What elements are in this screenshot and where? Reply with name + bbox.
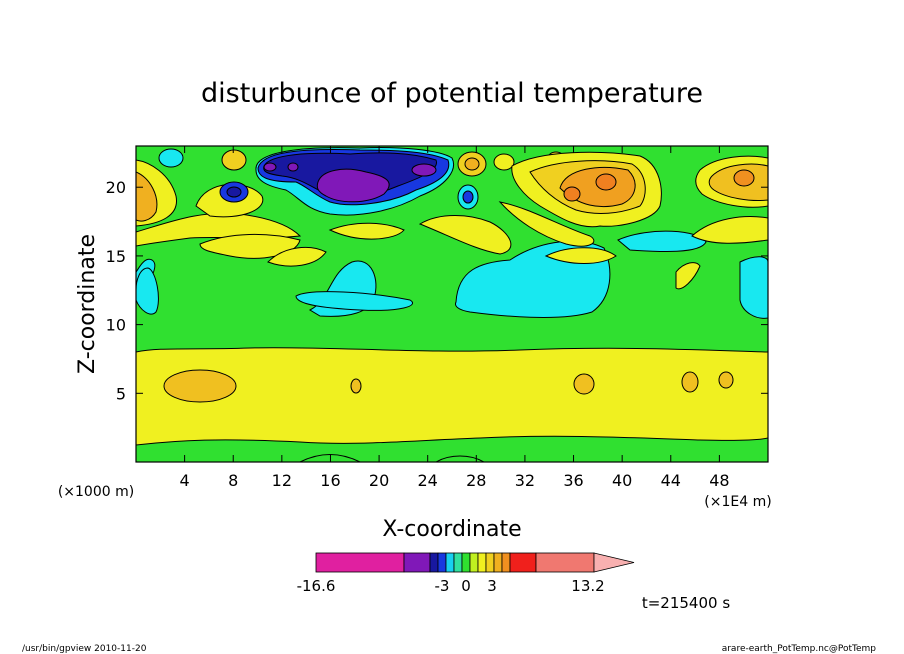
- yellow-layer: [691, 216, 768, 244]
- colorbar-labels: -16.6 -3 0 3 13.2: [297, 577, 605, 595]
- x-unit-right-label: (×1E4 m): [704, 494, 771, 510]
- colorbar-segment: [453, 552, 463, 573]
- colorbar-segment: [493, 552, 503, 573]
- orange-blob: [681, 371, 699, 393]
- yellow-layer: [498, 201, 595, 247]
- orange-blob: [163, 369, 237, 403]
- x-tick-label: 8: [228, 471, 238, 490]
- plot-frame: [135, 145, 769, 463]
- purple-core: [287, 162, 299, 172]
- x-tick-label: 32: [515, 471, 535, 490]
- colorbar-segment: [461, 552, 471, 573]
- orange-blob: [464, 157, 480, 171]
- colorbar-label: 0: [461, 577, 471, 595]
- footer-right: arare-earth_PotTemp.nc@PotTemp: [722, 644, 877, 654]
- colorbar-segment: [485, 552, 495, 573]
- chart-title: disturbunce of potential temperature: [201, 78, 703, 109]
- x-tick-label: 16: [320, 471, 340, 490]
- colorbar-segment: [437, 552, 447, 573]
- yellow-band: [136, 347, 768, 462]
- darkblue-blob: [226, 186, 242, 198]
- y-axis-title: Z-coordinate: [75, 234, 100, 374]
- x-tick-label: 24: [418, 471, 438, 490]
- x-unit-left-label: (×1000 m): [58, 484, 134, 500]
- cyan-region: [136, 267, 159, 315]
- cyan-blob: [158, 148, 184, 168]
- darkorange-core: [733, 169, 755, 187]
- yellow-layer: [418, 215, 512, 255]
- colorbar-segment: [445, 552, 455, 573]
- y-tick-label: 10: [106, 316, 126, 335]
- time-label: t=215400 s: [642, 594, 730, 612]
- purple-core: [316, 168, 390, 203]
- colorbar-label: 3: [487, 577, 497, 595]
- purple-core: [263, 162, 277, 172]
- x-tick-label: 48: [709, 471, 729, 490]
- cyan-region: [739, 256, 768, 319]
- x-tick-label: 36: [563, 471, 583, 490]
- colorbar-segment: [403, 552, 431, 573]
- orange-blob: [350, 378, 362, 394]
- colorbar-segment: [315, 552, 405, 573]
- colorbar-segment: [509, 552, 537, 573]
- y-tick-label: 5: [116, 384, 126, 403]
- x-axis: 4 8 12 16 20 24 28 32 36 40 44 48: [180, 146, 730, 490]
- x-tick-label: 28: [466, 471, 486, 490]
- colorbar-segment: [429, 552, 439, 573]
- contour-field: [136, 146, 768, 462]
- colorbar-segment: [535, 552, 595, 573]
- y-tick-label: 20: [106, 178, 126, 197]
- yellow-blob: [493, 153, 515, 171]
- yellow-layer: [267, 246, 327, 267]
- darkorange-core: [595, 173, 617, 191]
- x-tick-label: 20: [369, 471, 389, 490]
- colorbar-label: -16.6: [297, 577, 336, 595]
- darkorange-core: [563, 186, 581, 202]
- purple-core: [411, 163, 437, 177]
- x-axis-title: X-coordinate: [382, 517, 521, 542]
- colorbar-segment: [501, 552, 511, 573]
- colorbar-label: 13.2: [571, 577, 604, 595]
- yellow-blob: [221, 149, 247, 171]
- colorbar-segment: [469, 552, 479, 573]
- colorbar-label: -3: [435, 577, 450, 595]
- orange-blob: [573, 373, 595, 395]
- y-tick-label: 15: [106, 247, 126, 266]
- blue-blob: [462, 190, 474, 204]
- orange-blob: [718, 371, 734, 389]
- x-tick-label: 12: [272, 471, 292, 490]
- yellow-layer: [328, 222, 405, 240]
- yellow-layer: [544, 247, 617, 264]
- yellow-layer: [675, 262, 701, 290]
- footer-left: /usr/bin/gpview 2010-11-20: [22, 644, 147, 654]
- colorbar-extend-arrow: [593, 552, 635, 573]
- colorbar: [315, 552, 635, 573]
- x-tick-label: 44: [661, 471, 681, 490]
- x-tick-label: 40: [612, 471, 632, 490]
- y-axis: 5 10 15 20: [106, 178, 768, 403]
- x-tick-label: 4: [180, 471, 190, 490]
- cyan-region: [617, 230, 707, 253]
- orange-region: [136, 171, 158, 222]
- cyan-region: [295, 291, 413, 311]
- colorbar-segment: [477, 552, 487, 573]
